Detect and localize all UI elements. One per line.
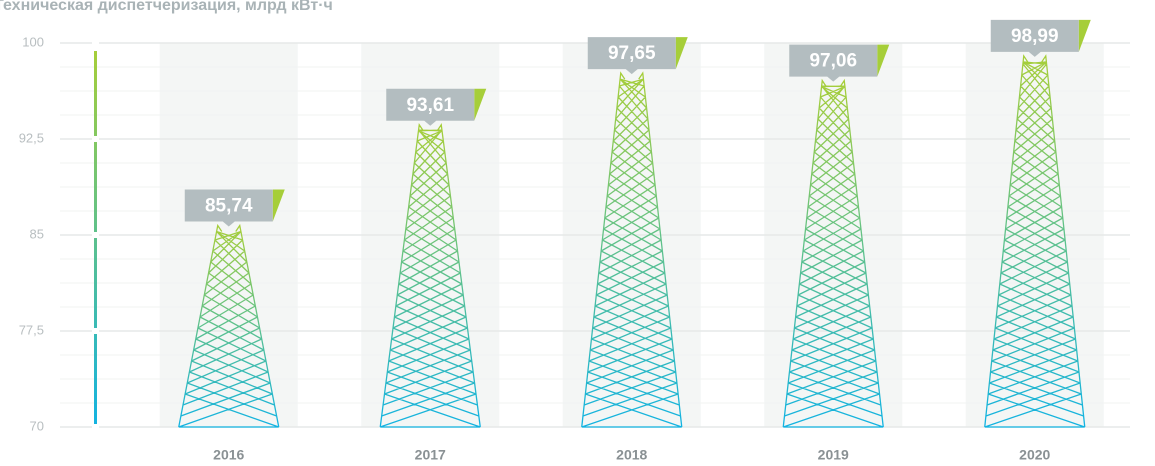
- y-tick-label: 85: [30, 226, 44, 241]
- chart-title: Техническая диспетчеризация, млрд кВт·ч: [0, 0, 333, 14]
- label-flag: [272, 189, 285, 222]
- tower-lattice: [581, 71, 683, 428]
- tower: [581, 71, 683, 428]
- value-label: 85,74: [205, 196, 253, 217]
- tower-lattice: [782, 78, 884, 428]
- x-tick-label: 2020: [1019, 447, 1050, 463]
- y-axis-gap: [92, 232, 99, 238]
- value-label-box: [587, 37, 676, 75]
- y-tick-label: 100: [22, 34, 44, 49]
- value-label: 93,61: [406, 95, 454, 116]
- y-axis-gap: [92, 424, 99, 430]
- value-label: 98,99: [1011, 26, 1059, 47]
- label-flag: [474, 88, 487, 121]
- value-label-box: [990, 19, 1079, 57]
- y-axis-gap: [92, 136, 99, 142]
- tower: [782, 78, 884, 428]
- y-tick-label: 70: [30, 418, 44, 433]
- x-tick-label: 2019: [818, 447, 849, 463]
- value-label-box: [184, 189, 273, 227]
- y-axis-gap: [92, 328, 99, 334]
- value-label-box: [386, 88, 475, 126]
- y-tick-label: 77,5: [19, 322, 44, 337]
- tower: [984, 54, 1086, 428]
- tower-lattice: [984, 54, 1086, 428]
- x-tick-label: 2016: [213, 447, 244, 463]
- y-tick-label: 92,5: [19, 130, 44, 145]
- y-axis-line: [94, 51, 97, 427]
- label-flag: [1078, 19, 1091, 52]
- y-axis-gap: [92, 40, 99, 46]
- tower: [178, 223, 280, 428]
- tower: [379, 122, 481, 428]
- tower-lattice: [178, 223, 280, 428]
- label-flag: [877, 44, 890, 77]
- value-label: 97,06: [809, 51, 857, 72]
- label-flag: [675, 37, 688, 70]
- x-tick-label: 2017: [415, 447, 446, 463]
- tower-lattice: [379, 122, 481, 428]
- value-label-box: [789, 44, 878, 82]
- value-label: 97,65: [608, 43, 656, 64]
- x-tick-label: 2018: [616, 447, 647, 463]
